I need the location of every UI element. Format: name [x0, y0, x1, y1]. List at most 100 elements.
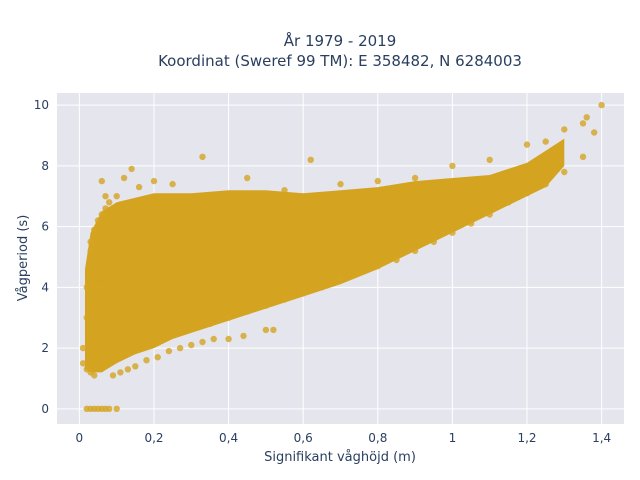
data-point	[486, 211, 493, 218]
data-point	[542, 180, 549, 188]
x-tick-label: 0,8	[368, 431, 387, 445]
data-point	[143, 357, 150, 364]
data-point	[132, 363, 139, 370]
data-point	[262, 302, 270, 309]
x-tick-label: 0,4	[219, 431, 238, 445]
data-point	[102, 205, 109, 212]
x-tick-label: 0	[76, 431, 84, 445]
data-point	[598, 101, 605, 109]
data-point	[281, 187, 288, 194]
data-point	[106, 199, 113, 206]
data-point	[91, 372, 98, 379]
dense-point-cloud	[85, 138, 565, 373]
data-point	[411, 174, 419, 182]
data-point	[135, 183, 143, 191]
data-point	[262, 326, 270, 334]
data-point	[94, 284, 102, 291]
x-tick-label: 1,2	[517, 431, 536, 445]
data-point	[240, 332, 247, 340]
data-point	[150, 177, 158, 185]
data-point	[579, 153, 587, 160]
x-tick-label: 0,6	[294, 431, 313, 445]
x-tick-label: 1,4	[592, 431, 611, 445]
y-tick-label: 4	[41, 280, 49, 294]
data-point	[374, 177, 381, 185]
data-point	[176, 344, 184, 352]
data-point	[91, 226, 98, 233]
data-point	[87, 247, 94, 255]
x-axis-ticks: 0 0,2 0,4 0,6 0,8 1 1,2 1,4	[76, 431, 612, 445]
data-point	[109, 372, 117, 379]
data-point	[79, 360, 87, 367]
data-point	[591, 129, 598, 136]
data-point	[113, 405, 120, 412]
y-tick-label: 8	[41, 159, 49, 173]
data-point	[98, 211, 106, 218]
x-tick-label: 1	[449, 431, 457, 445]
data-point	[199, 153, 206, 160]
data-point	[356, 269, 363, 276]
data-point	[169, 180, 176, 188]
data-point	[94, 217, 102, 224]
data-point	[79, 344, 87, 352]
y-axis-ticks: 0 2 4 6 8 10	[34, 98, 49, 416]
data-point	[542, 138, 549, 145]
y-tick-label: 10	[34, 98, 49, 112]
y-tick-label: 0	[41, 402, 49, 416]
data-point	[83, 284, 91, 291]
data-point	[210, 335, 217, 343]
data-point	[87, 238, 94, 245]
data-point	[124, 366, 132, 373]
data-point	[337, 180, 344, 188]
data-point	[393, 256, 400, 264]
data-point	[83, 314, 91, 321]
data-point	[486, 156, 493, 163]
x-tick-label: 0,2	[144, 431, 163, 445]
data-point	[117, 369, 124, 376]
data-point	[87, 269, 94, 276]
data-point	[467, 220, 475, 227]
data-point	[165, 347, 173, 355]
chart-title-line-2: Koordinat (Sweref 99 TM): E 358482, N 62…	[158, 52, 522, 70]
data-point	[449, 162, 456, 170]
data-point	[154, 354, 161, 361]
data-point	[579, 120, 587, 127]
data-point	[523, 141, 531, 148]
data-point	[225, 314, 232, 321]
data-point	[120, 174, 128, 182]
data-point	[244, 174, 251, 182]
y-tick-label: 2	[41, 341, 49, 355]
data-point	[561, 126, 568, 133]
data-point	[244, 308, 251, 315]
x-axis-title: Signifikant våghöjd (m)	[264, 450, 416, 465]
data-point	[337, 275, 344, 282]
data-point	[583, 114, 590, 121]
data-point	[300, 290, 307, 297]
y-axis-title: Vågperiod (s)	[16, 215, 31, 302]
data-point	[270, 326, 277, 334]
data-point	[318, 284, 325, 291]
data-point	[225, 335, 232, 343]
data-point	[106, 405, 113, 412]
data-point	[206, 320, 214, 327]
data-point	[430, 238, 437, 245]
data-point	[505, 199, 512, 206]
data-point	[374, 262, 381, 270]
data-point	[411, 247, 419, 255]
data-point	[102, 193, 109, 200]
data-point	[98, 177, 106, 185]
data-point	[281, 296, 288, 303]
data-point	[188, 341, 195, 349]
chart-title-line-1: År 1979 - 2019	[284, 31, 397, 50]
data-point	[128, 165, 135, 173]
data-point	[523, 190, 531, 197]
data-point	[449, 229, 456, 236]
data-point	[307, 156, 314, 163]
data-points	[79, 101, 605, 412]
data-point	[199, 338, 206, 346]
y-tick-label: 6	[41, 220, 49, 234]
data-point	[561, 168, 568, 176]
data-point	[113, 193, 120, 200]
